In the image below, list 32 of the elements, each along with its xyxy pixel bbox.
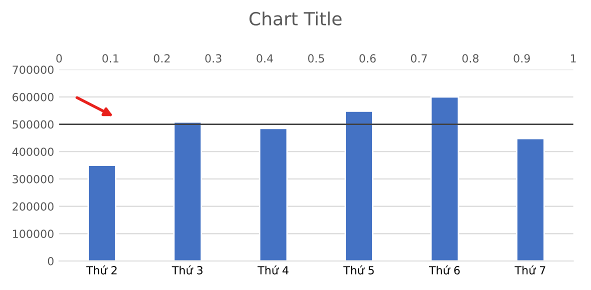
x-tick-label: Thứ 4: [258, 265, 288, 274]
x2-tick-label: 0.8: [462, 54, 479, 63]
x2-tick-label: 0.6: [360, 54, 376, 63]
bar: [430, 96, 460, 261]
x2-tick-label: 0.2: [154, 54, 170, 63]
x2-tick-label: 1: [570, 54, 576, 62]
x-tick-label: Thứ 7: [514, 265, 546, 274]
y-tick-label: 0: [48, 256, 54, 266]
bar: [344, 110, 374, 261]
bar: [88, 164, 116, 261]
x2-tick-label: 0.1: [102, 54, 118, 63]
y-tick-label: 200000: [12, 202, 54, 211]
x-tick-label: Thứ 6: [428, 265, 460, 274]
x2-tick-label: 0.3: [205, 54, 222, 63]
x2-tick-label: 0.9: [514, 54, 530, 63]
x-tick-label: Thứ 2: [86, 265, 117, 274]
x2-tick-label: 0.7: [410, 54, 427, 63]
chart-title: Chart Title: [249, 12, 342, 26]
y-tick-label: 400000: [12, 148, 54, 156]
y-tick-label: 600000: [12, 92, 54, 102]
x2-tick-label: 0.5: [308, 54, 324, 63]
x2-tick-label: 0: [56, 54, 62, 63]
bar: [258, 128, 288, 261]
x-tick-label: Thứ 3: [172, 265, 202, 274]
y-tick-label: 500000: [12, 120, 54, 129]
y-tick-label: 700000: [12, 66, 54, 74]
x2-tick-label: 0.4: [256, 54, 273, 63]
bar: [173, 121, 202, 261]
y-tick-label: 100000: [13, 230, 54, 238]
y-tick-label: 300000: [12, 174, 54, 184]
x-tick-label: Thứ 5: [343, 265, 374, 274]
bar: [516, 138, 545, 261]
